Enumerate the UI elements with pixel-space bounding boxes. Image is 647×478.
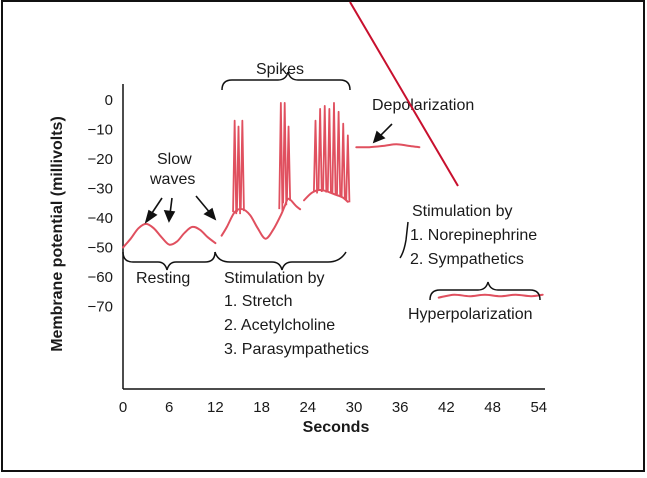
hyperpolarization-trace [437, 293, 544, 299]
action-potential-spike [282, 102, 288, 206]
action-potential-spike [326, 107, 332, 194]
action-potential-spike [336, 110, 342, 197]
y-tick-label: 0 [105, 92, 113, 109]
action-potential-spike [239, 119, 245, 212]
depolarization-trace [355, 143, 421, 149]
y-axis-title: Membrane potential (millivolts) [49, 116, 66, 352]
hyperpolarization-label: Hyperpolarization [408, 306, 533, 323]
x-tick-label: 24 [299, 399, 316, 416]
depolarization-label: Depolarization [372, 97, 474, 114]
stim-right-item-2: 2. Sympathetics [410, 251, 524, 268]
y-tick-label: −70 [88, 299, 113, 316]
stim-right-item-1: 1. Norepinephrine [410, 227, 537, 244]
stim-left-item-1: 1. Stretch [224, 293, 292, 310]
stim-left-item-2: 2. Acetylcholine [224, 317, 335, 334]
depolarization-arrow [372, 123, 393, 144]
action-potential-spike [331, 102, 337, 195]
spikes-brace [221, 71, 351, 91]
x-tick-label: 18 [253, 399, 270, 416]
x-tick-label: 6 [165, 399, 173, 416]
action-potential-spike [286, 125, 292, 201]
action-potential-spike [317, 107, 323, 192]
x-tick-label: 42 [438, 399, 455, 416]
slow-waves-arrows [144, 195, 217, 224]
x-tick-label: 48 [484, 399, 501, 416]
resting-label: Resting [136, 270, 190, 287]
x-tick-label: 36 [392, 399, 409, 416]
stimulation-trace [220, 197, 302, 240]
stim-right-title: Stimulation by [412, 203, 513, 220]
x-tick-label: 30 [346, 399, 363, 416]
left-stimulation-brace [214, 251, 347, 271]
y-tick-label: −20 [88, 151, 113, 168]
action-potential-spike [313, 119, 318, 194]
y-tick-label: −50 [88, 240, 113, 257]
right-stimulation-brace [399, 221, 409, 259]
x-tick-label: 0 [119, 399, 127, 416]
hyperpolarization-brace [429, 281, 541, 301]
action-potential-spike [322, 105, 328, 193]
action-potential-spike [278, 102, 284, 212]
y-tick-label: −10 [88, 122, 113, 139]
action-potential-spike [236, 125, 241, 215]
slow-waves-label-line1: Slow [157, 151, 192, 168]
x-axis-title: Seconds [303, 419, 370, 436]
slow-waves-label-line2: waves [149, 171, 195, 188]
resting-brace [122, 251, 216, 271]
y-tick-label: −30 [88, 181, 113, 198]
resting-trace [122, 222, 217, 249]
stim-left-item-3: 3. Parasympathetics [224, 341, 369, 358]
stim-left-title: Stimulation by [224, 270, 325, 287]
action-potential-spike [340, 122, 346, 200]
x-tick-label: 12 [207, 399, 224, 416]
y-tick-label: −60 [88, 269, 113, 286]
spikes-label: Spikes [256, 61, 304, 78]
x-ticks: 0 6 12 18 24 30 36 42 48 54 [119, 399, 547, 416]
red-overlay-line [349, 1, 459, 187]
action-potential-spike [232, 119, 238, 215]
traces [122, 102, 544, 299]
action-potential-spike [345, 134, 351, 203]
y-ticks: 0 −10 −20 −30 −40 −50 −60 −70 [88, 92, 113, 316]
y-tick-label: −40 [88, 210, 113, 227]
x-tick-label: 54 [530, 399, 547, 416]
